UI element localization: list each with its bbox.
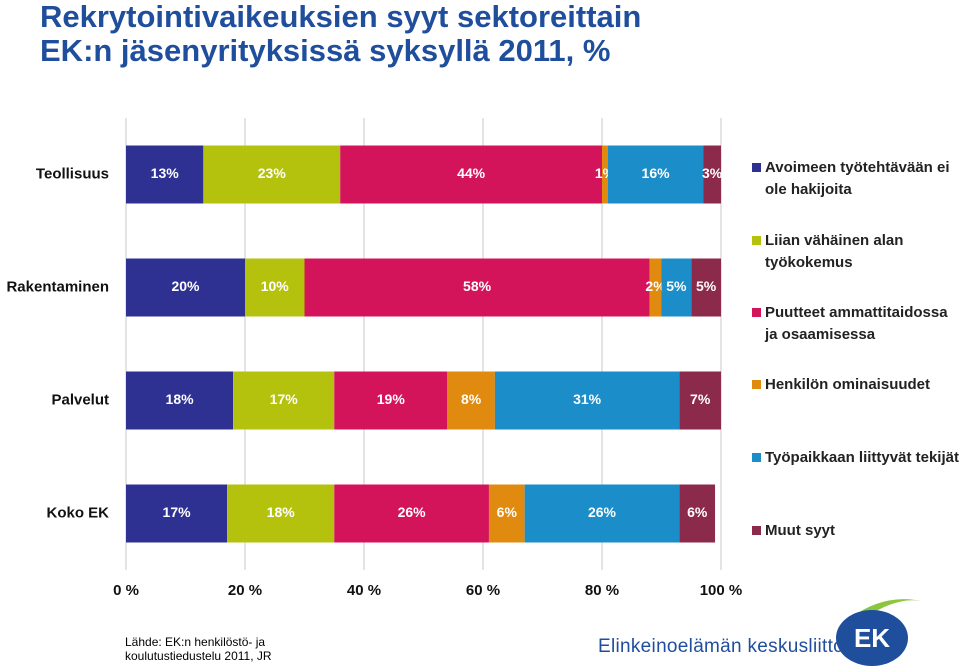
title-line: EK:n jäsenyrityksissä syksyllä 2011, %	[40, 33, 611, 68]
data-label: 6%	[497, 504, 518, 520]
bar-segment	[203, 145, 341, 204]
bar-segment	[334, 484, 489, 543]
organization-name: Elinkeinoelämän keskusliitto	[598, 636, 845, 657]
legend-label: Muut syyt	[765, 522, 836, 539]
data-label: 16%	[642, 165, 671, 181]
legend-marker	[752, 308, 761, 317]
bar-segment	[607, 145, 704, 204]
data-label: 7%	[690, 391, 711, 407]
legend-marker	[752, 453, 761, 462]
data-label: 2%	[645, 278, 666, 294]
x-tick-label: 0 %	[113, 582, 139, 599]
legend-item: Liian vähäinen alan työkokemus	[752, 230, 960, 274]
logo: EK	[836, 599, 925, 666]
data-label: 17%	[270, 391, 299, 407]
x-tick-label: 40 %	[347, 582, 381, 599]
data-label: 26%	[588, 504, 617, 520]
bar-segment	[524, 484, 680, 543]
data-label: 3%	[702, 165, 723, 181]
legend-label: Henkilön ominaisuudet	[765, 376, 931, 393]
x-tick-label: 20 %	[228, 582, 262, 599]
legend-item: Työpaikkaan liittyvät tekijät	[752, 447, 960, 469]
data-label: 17%	[163, 504, 192, 520]
x-tick-label: 80 %	[585, 582, 619, 599]
logo-mark	[836, 610, 908, 666]
bar-segment	[661, 258, 692, 317]
data-label: 23%	[258, 165, 287, 181]
legend-label: Työpaikkaan liittyvät tekijät	[765, 449, 959, 466]
bar-segment	[126, 371, 234, 430]
bar-segment	[679, 371, 721, 430]
bar-segment	[126, 258, 245, 317]
logo-swoosh	[838, 599, 925, 628]
data-label: 8%	[461, 391, 482, 407]
data-label: 18%	[166, 391, 195, 407]
bar-segment	[703, 145, 721, 204]
legend-label: Avoimeen työtehtävään ei ole hakijoita	[765, 159, 950, 198]
legend-marker	[752, 163, 761, 172]
bar-segment	[233, 371, 335, 430]
bar-segment	[691, 258, 721, 317]
y-tick-label: Teollisuus	[36, 165, 109, 182]
x-tick-label: 100 %	[700, 582, 743, 599]
legend-marker	[752, 236, 761, 245]
y-tick-label: Rakentaminen	[6, 278, 109, 295]
data-label: 58%	[463, 278, 492, 294]
data-label: 5%	[666, 278, 687, 294]
bar-segment	[304, 258, 650, 317]
legend-item: Muut syyt	[752, 520, 960, 542]
chart-title: Rekrytointivaikeuksien syyt sektoreittai…	[40, 0, 641, 68]
data-label: 13%	[151, 165, 180, 181]
x-tick-label: 60 %	[466, 582, 500, 599]
data-label: 44%	[457, 165, 486, 181]
data-label: 18%	[267, 504, 296, 520]
data-label: 19%	[377, 391, 406, 407]
bar-segment	[679, 484, 716, 543]
legend-item: Avoimeen työtehtävään ei ole hakijoita	[752, 157, 960, 201]
data-label: 20%	[171, 278, 200, 294]
bar-segment	[447, 371, 495, 430]
legend-marker	[752, 526, 761, 535]
bar-segment	[649, 258, 662, 317]
bar-segment	[488, 484, 525, 543]
y-tick-label: Koko EK	[46, 504, 109, 521]
bar-segment	[245, 258, 305, 317]
data-label: 6%	[687, 504, 708, 520]
legend-marker	[752, 380, 761, 389]
bar-segment	[126, 145, 204, 204]
bar-segment	[340, 145, 602, 204]
title-line: Rekrytointivaikeuksien syyt sektoreittai…	[40, 0, 642, 34]
bar-segment	[126, 484, 228, 543]
legend-item: Puutteet ammattitaidossa ja osaamisessa	[752, 302, 960, 346]
logo-text: EK	[854, 623, 890, 653]
source-note: Lähde: EK:n henkilöstö- ja koulutustiedu…	[125, 635, 272, 663]
bar-segment	[494, 371, 680, 430]
data-label: 10%	[261, 278, 290, 294]
y-tick-label: Palvelut	[51, 391, 109, 408]
data-label: 31%	[573, 391, 602, 407]
bar-segment	[602, 145, 608, 204]
legend-item: Henkilön ominaisuudet	[752, 374, 960, 396]
data-label: 5%	[696, 278, 717, 294]
legend-label: Liian vähäinen alan työkokemus	[765, 232, 904, 271]
bar-segment	[334, 371, 448, 430]
data-label: 26%	[398, 504, 427, 520]
bar-segment	[227, 484, 335, 543]
legend-label: Puutteet ammattitaidossa ja osaamisessa	[765, 304, 948, 343]
